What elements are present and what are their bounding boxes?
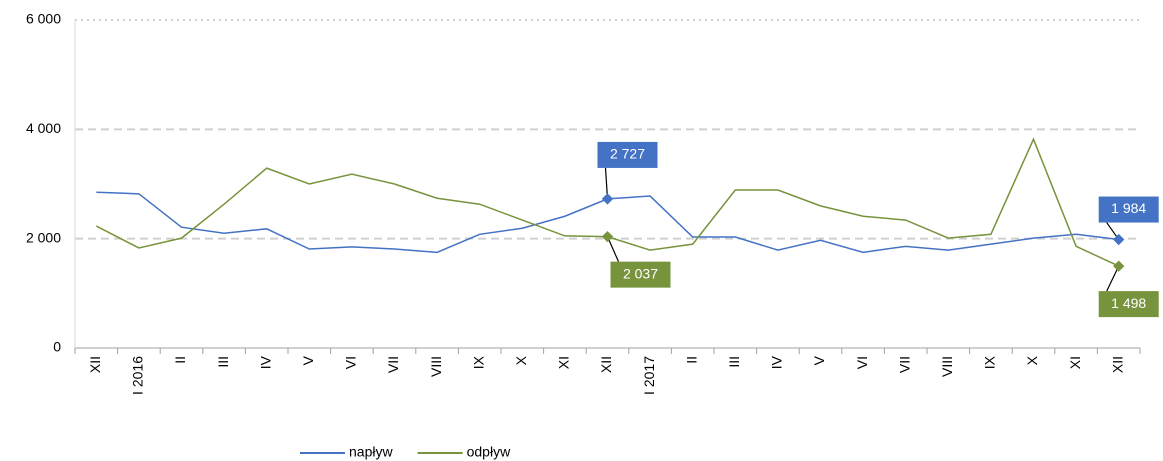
x-tick-label: IV — [257, 355, 273, 369]
x-tick-label: XI — [1067, 356, 1083, 369]
x-tick-label: III — [215, 356, 231, 368]
x-tick-label: VIII — [428, 356, 444, 377]
label-box — [610, 261, 671, 288]
x-tick-label: I 2017 — [641, 356, 657, 395]
label-box — [597, 141, 658, 168]
x-tick-label: XII — [598, 356, 614, 373]
x-tick-label: VIII — [939, 356, 955, 377]
x-tick-label: VII — [896, 356, 912, 373]
data-label: 1 984 — [1111, 200, 1146, 216]
label-box — [1098, 291, 1159, 318]
leader-line — [1106, 265, 1120, 292]
data-label: 2 037 — [623, 265, 658, 281]
legend-label: napływ — [349, 444, 393, 460]
y-tick-label: 0 — [53, 339, 61, 355]
marker — [1113, 260, 1125, 272]
x-tick-label: II — [172, 356, 188, 364]
x-tick-label: XI — [556, 356, 572, 369]
x-tick-label: X — [513, 355, 529, 365]
data-label: 2 727 — [610, 146, 645, 162]
y-tick-label: 2 000 — [26, 229, 61, 245]
x-tick-label: III — [726, 356, 742, 368]
x-tick-label: V — [811, 355, 827, 365]
leader-line — [606, 236, 620, 262]
y-tick-label: 4 000 — [26, 120, 61, 136]
label-box — [1098, 196, 1159, 223]
marker — [601, 230, 614, 243]
x-tick-label: XII — [1109, 356, 1125, 373]
marker — [601, 193, 614, 205]
y-tick-label: 6 000 — [26, 11, 61, 27]
x-tick-label: II — [683, 356, 699, 364]
x-tick-label: X — [1024, 355, 1040, 365]
x-tick-label: I 2016 — [130, 356, 146, 395]
x-tick-label: IX — [982, 355, 998, 369]
data-label: 1 498 — [1111, 295, 1146, 311]
x-tick-label: IV — [769, 355, 785, 369]
x-tick-label: IX — [470, 355, 486, 369]
x-tick-label: XII — [87, 356, 103, 373]
marker — [1113, 233, 1125, 246]
x-tick-label: VI — [343, 356, 359, 369]
x-tick-label: VII — [385, 356, 401, 373]
legend-label: odpływ — [467, 444, 511, 460]
x-tick-label: V — [300, 355, 316, 365]
x-tick-label: VI — [854, 356, 870, 369]
